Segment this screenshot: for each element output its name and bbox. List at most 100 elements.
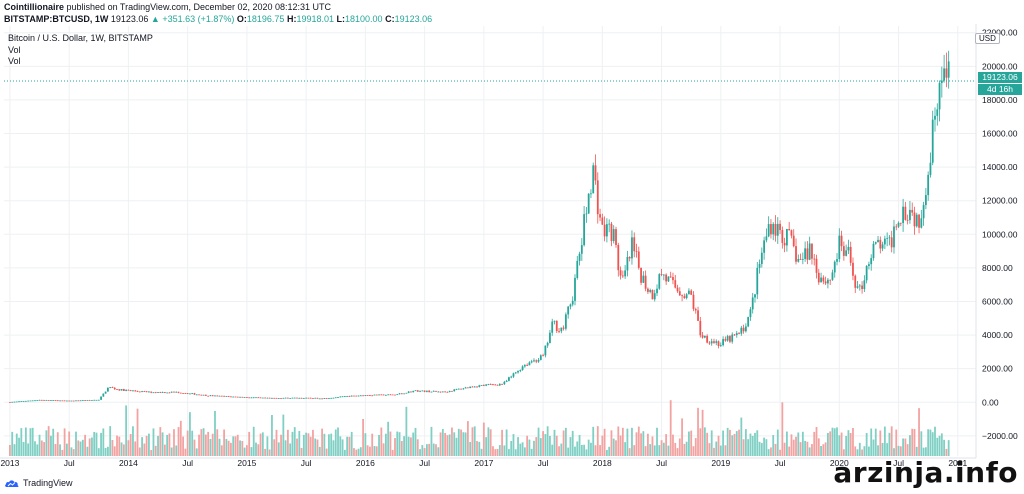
volume-bar xyxy=(487,427,490,456)
candle-body xyxy=(478,385,481,387)
candle-body xyxy=(945,68,948,78)
volume-bar xyxy=(298,431,301,456)
volume-bar xyxy=(854,446,857,456)
candle-body xyxy=(296,397,298,399)
volume-bar xyxy=(549,435,551,456)
volume-bar xyxy=(120,442,123,456)
volume-bar xyxy=(779,449,781,456)
candle-body xyxy=(480,384,483,386)
volume-bar xyxy=(145,435,148,456)
volume-bar xyxy=(845,435,848,456)
candle-body xyxy=(177,391,180,393)
volume-bar xyxy=(104,447,107,456)
volume-bar xyxy=(792,439,795,456)
volume-bar xyxy=(439,432,442,456)
candle-body xyxy=(341,396,344,398)
candle-body xyxy=(97,399,100,401)
candle-body xyxy=(248,397,251,399)
volume-bar xyxy=(494,449,497,456)
volume-bar xyxy=(421,445,424,456)
volume-bar xyxy=(280,434,282,456)
candle-body xyxy=(444,391,447,393)
volume-bar xyxy=(109,426,112,456)
candle-body xyxy=(127,389,130,391)
volume-bar xyxy=(877,445,879,456)
volume-bar xyxy=(505,429,508,456)
candle-body xyxy=(175,391,178,393)
price-gridlines xyxy=(4,32,976,437)
price-tick-label: 12000.00 xyxy=(982,196,1018,206)
candle-body xyxy=(662,274,665,276)
candle-body xyxy=(703,335,706,338)
candle-body xyxy=(883,238,886,245)
volume-bar xyxy=(380,427,383,456)
candle-body xyxy=(492,384,494,386)
candle-body xyxy=(382,394,385,396)
candle-body xyxy=(551,321,554,333)
volume-bar xyxy=(888,432,891,456)
volume-bar xyxy=(444,432,447,456)
candle-body xyxy=(364,395,367,396)
volume-bar xyxy=(760,443,763,456)
candle-body xyxy=(842,246,845,256)
volume-bar xyxy=(913,429,916,456)
candle-body xyxy=(189,393,191,395)
candle-body xyxy=(858,285,861,287)
series-legend-title[interactable]: Bitcoin / U.S. Dollar, 1W, BITSTAMP xyxy=(8,33,153,43)
volume-bar xyxy=(13,444,16,456)
candle-body xyxy=(656,288,658,294)
volume-bar xyxy=(806,441,809,456)
candle-body xyxy=(539,355,542,360)
candle-body xyxy=(455,389,458,391)
candle-body xyxy=(564,314,567,329)
candle-body xyxy=(776,223,779,236)
volume-bar xyxy=(735,431,738,456)
candle-body xyxy=(179,392,182,394)
candle-body xyxy=(302,398,305,399)
candle-body xyxy=(804,248,807,259)
candle-body xyxy=(824,281,827,284)
candle-body xyxy=(15,401,18,403)
volume-bar xyxy=(412,432,415,456)
candle-body xyxy=(669,276,672,278)
candle-body xyxy=(740,327,743,334)
candle-body xyxy=(214,395,216,397)
volume-bar xyxy=(533,440,535,456)
volume-bar xyxy=(410,437,412,456)
tradingview-logo[interactable]: TradingView xyxy=(4,478,73,488)
candle-body xyxy=(571,300,574,305)
volume-bar xyxy=(357,448,360,456)
volume-legend-1[interactable]: Vol xyxy=(8,45,21,55)
candle-body xyxy=(920,218,923,228)
candle-body xyxy=(369,395,371,397)
candle-body xyxy=(706,335,709,343)
candle-body xyxy=(343,396,346,398)
volume-bar xyxy=(343,449,346,456)
volume-bar xyxy=(931,432,934,456)
candle-body xyxy=(897,222,900,227)
volume-bar xyxy=(236,434,239,456)
volume-bar xyxy=(451,427,453,456)
candle-body xyxy=(56,400,59,402)
volume-bar xyxy=(40,440,43,456)
candle-body xyxy=(526,365,529,366)
currency-badge[interactable]: USD xyxy=(975,33,1000,44)
candle-body xyxy=(781,230,784,243)
candle-body xyxy=(266,397,269,399)
candle-body xyxy=(865,265,868,281)
volume-bar xyxy=(756,430,759,456)
candle-body xyxy=(779,223,781,231)
candle-body xyxy=(209,395,212,397)
time-tick-label: 2018 xyxy=(593,458,612,468)
time-tick-label: 2017 xyxy=(474,458,493,468)
candle-body xyxy=(617,244,620,271)
candle-body xyxy=(555,320,558,332)
candle-body xyxy=(289,398,292,399)
volume-bar xyxy=(364,433,367,456)
volume-bar xyxy=(72,449,75,456)
volume-legend-2[interactable]: Vol xyxy=(8,56,21,66)
candle-body xyxy=(567,306,570,315)
candle-body xyxy=(280,398,282,399)
candle-body xyxy=(924,195,927,206)
